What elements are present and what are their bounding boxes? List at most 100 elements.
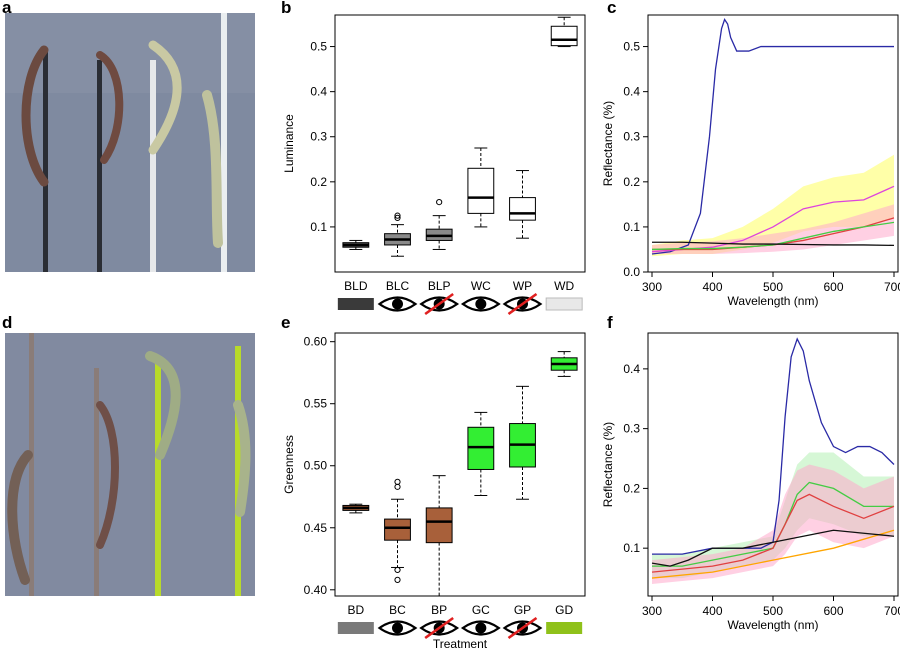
x-tick-label: 700 bbox=[884, 280, 900, 294]
box-bc: BC bbox=[377, 478, 418, 636]
box-gd: GD bbox=[546, 351, 583, 634]
eye-crossed-icon bbox=[502, 616, 543, 640]
outlier-point bbox=[394, 212, 401, 219]
eye-crossed-icon bbox=[502, 292, 543, 316]
confidence-band bbox=[652, 154, 894, 257]
grey-swatch bbox=[337, 622, 374, 634]
y-tick-label: 0.40 bbox=[304, 583, 328, 597]
x-axis-label: Wavelength (nm) bbox=[728, 618, 819, 632]
photo-a bbox=[5, 13, 255, 272]
plot-frame bbox=[334, 14, 586, 273]
eye-crossed-icon bbox=[419, 292, 460, 316]
dark-swatch bbox=[337, 298, 374, 310]
eye-icon bbox=[377, 620, 418, 636]
box-gp: GP bbox=[502, 385, 543, 640]
outlier-point bbox=[394, 483, 401, 490]
x-axis-label: Wavelength (nm) bbox=[728, 294, 819, 308]
outlier-point bbox=[436, 199, 443, 206]
panel-letter-d: d bbox=[2, 313, 13, 332]
y-tick-label: 0.2 bbox=[623, 481, 640, 495]
box-wc: WC bbox=[460, 147, 501, 312]
white-swatch bbox=[545, 297, 583, 311]
reflectance-line-plot-bottom: 0.1 0.2 0.3 0.4 300 400 500 600 700 Wavelength (n… bbox=[601, 332, 900, 632]
box-bd: BD bbox=[337, 503, 374, 634]
outlier-point bbox=[394, 576, 401, 583]
y-axis-label: Luminance bbox=[282, 114, 296, 173]
y-tick-label: 0.55 bbox=[304, 397, 328, 411]
eye-icon bbox=[377, 296, 418, 312]
y-tick-label: 0.1 bbox=[310, 220, 327, 234]
outlier-point bbox=[394, 214, 401, 221]
y-tick-label: 0.1 bbox=[623, 220, 640, 234]
series-line bbox=[651, 18, 894, 255]
box-wd: WD bbox=[545, 16, 583, 311]
y-tick-label: 0.1 bbox=[623, 541, 640, 555]
series-line bbox=[651, 493, 895, 573]
eye-icon bbox=[460, 296, 501, 312]
outlier-point bbox=[394, 478, 401, 485]
y-tick-label: 0.4 bbox=[623, 362, 640, 376]
y-tick-label: 0.2 bbox=[310, 175, 327, 189]
plot-frame bbox=[334, 332, 586, 597]
series-line bbox=[651, 529, 895, 579]
panel-letter-f: f bbox=[607, 313, 613, 332]
eye-icon bbox=[460, 620, 501, 636]
x-tick-label: 400 bbox=[702, 280, 722, 294]
series-line bbox=[651, 529, 895, 567]
category-label: BLP bbox=[428, 279, 451, 293]
y-tick-label: 0.3 bbox=[623, 130, 640, 144]
category-label: BLD bbox=[344, 279, 368, 293]
y-axis-label: Reflectance (%) bbox=[601, 422, 615, 507]
y-tick-label: 0.3 bbox=[310, 130, 327, 144]
x-axis-label: Treatment bbox=[433, 637, 488, 649]
box-body bbox=[467, 167, 495, 214]
box-wp: WP bbox=[502, 170, 543, 316]
category-label: GD bbox=[555, 603, 573, 617]
box-body bbox=[550, 25, 578, 47]
panel-letter-e: e bbox=[281, 313, 291, 332]
box-body bbox=[384, 518, 411, 541]
x-tick-label: 600 bbox=[823, 604, 843, 618]
x-tick-label: 300 bbox=[642, 604, 662, 618]
category-label: BD bbox=[347, 603, 364, 617]
y-tick-label: 0.3 bbox=[623, 422, 640, 436]
greenness-box-plot: 0.40 0.45 0.50 0.55 0.60 Greenness Treatment BD… bbox=[282, 332, 586, 649]
category-label: BP bbox=[431, 603, 447, 617]
y-tick-label: 0.4 bbox=[310, 85, 327, 99]
y-tick-label: 0.5 bbox=[623, 40, 640, 54]
panel-letter-b: b bbox=[281, 0, 292, 17]
box-body bbox=[509, 197, 536, 221]
category-label: WC bbox=[471, 279, 491, 293]
box-bp: BP bbox=[419, 475, 460, 640]
x-tick-label: 400 bbox=[702, 604, 722, 618]
confidence-band bbox=[652, 204, 894, 254]
y-tick-label: 0.4 bbox=[623, 85, 640, 99]
category-label: BC bbox=[389, 603, 406, 617]
y-tick-label: 0.45 bbox=[304, 521, 328, 535]
y-tick-label: 0.5 bbox=[310, 40, 327, 54]
box-blp: BLP bbox=[419, 199, 460, 316]
x-tick-label: 500 bbox=[763, 280, 783, 294]
box-gc: GC bbox=[460, 411, 501, 636]
series-line bbox=[651, 221, 895, 251]
confidence-band bbox=[652, 464, 894, 585]
category-label: WD bbox=[554, 279, 574, 293]
eye-crossed-icon bbox=[419, 616, 460, 640]
x-tick-label: 500 bbox=[763, 604, 783, 618]
green-swatch bbox=[546, 622, 583, 634]
category-label: WP bbox=[513, 279, 532, 293]
outlier-point bbox=[394, 566, 401, 574]
box-bld: BLD bbox=[337, 239, 374, 310]
photo-d bbox=[5, 333, 255, 596]
category-label: GP bbox=[514, 603, 531, 617]
category-label: BLC bbox=[386, 279, 410, 293]
y-tick-label: 0.50 bbox=[304, 459, 328, 473]
y-tick-label: 0.60 bbox=[304, 335, 328, 349]
category-label: GC bbox=[472, 603, 490, 617]
box-blc: BLC bbox=[377, 212, 418, 312]
series-line bbox=[652, 241, 895, 247]
box-body bbox=[425, 507, 453, 544]
x-tick-label: 700 bbox=[884, 604, 900, 618]
y-axis-label: Reflectance (%) bbox=[601, 101, 615, 186]
